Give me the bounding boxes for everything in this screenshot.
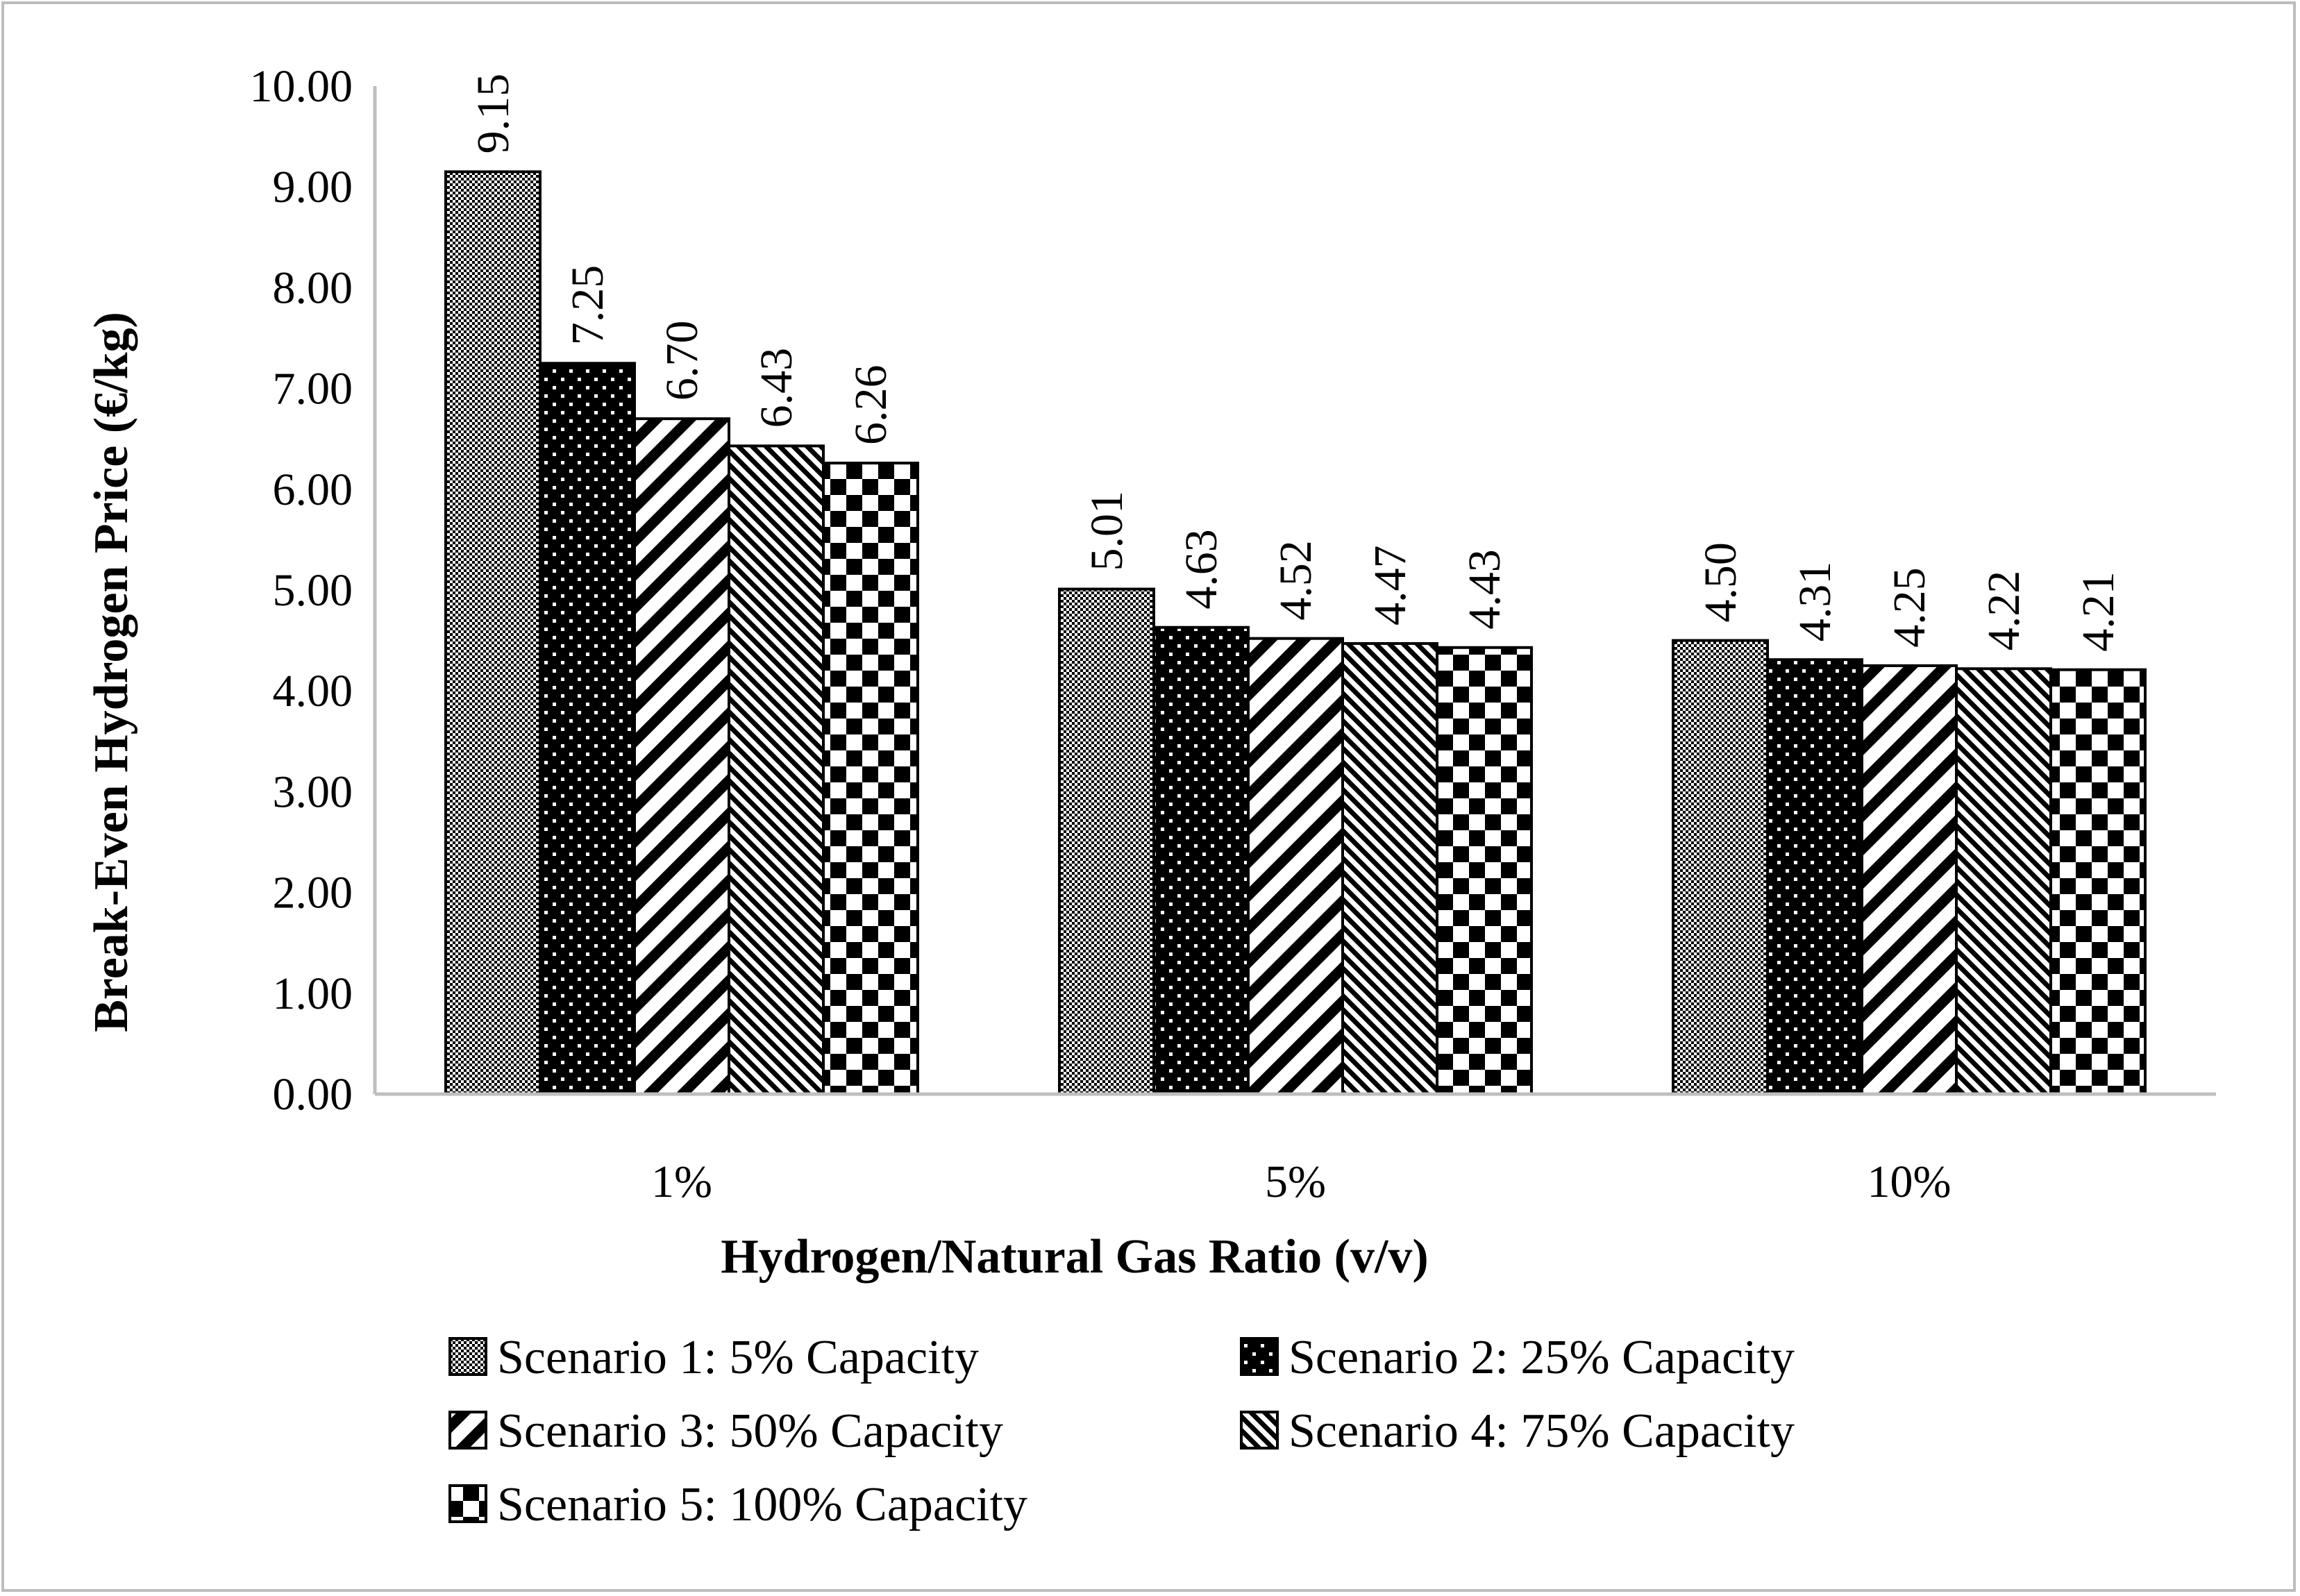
bar — [1247, 637, 1344, 1095]
y-tick-label: 9.00 — [273, 162, 353, 212]
bar — [1672, 639, 1769, 1095]
data-label: 4.50 — [1695, 542, 1746, 623]
data-label: 4.47 — [1365, 545, 1416, 625]
bar — [1766, 658, 1863, 1095]
legend-swatch — [1240, 1411, 1279, 1450]
y-tick-label: 1.00 — [273, 968, 353, 1019]
data-label: 4.52 — [1270, 540, 1321, 621]
data-label: 4.63 — [1176, 529, 1227, 610]
bar — [633, 417, 730, 1095]
y-axis-title: Break-Even Hydrogen Price (€/kg) — [85, 312, 138, 1032]
x-axis-title: Hydrogen/Natural Gas Ratio (v/v) — [721, 1230, 1429, 1284]
legend-swatch — [1240, 1337, 1279, 1376]
legend-swatch — [448, 1337, 487, 1376]
data-label: 9.15 — [468, 74, 519, 154]
y-tick-label: 6.00 — [273, 464, 353, 515]
x-axis: 1% 5% 10% — [375, 1092, 2216, 1207]
y-tick-label: 4.00 — [273, 666, 353, 716]
bar — [2049, 668, 2147, 1095]
legend-label: Scenario 2: 25% Capacity — [1288, 1331, 1795, 1384]
y-tick-label: 2.00 — [273, 868, 353, 918]
data-labels: 9.15 7.25 6.70 6.43 6.26 5.01 4.63 4.52 4.47 4.43… — [468, 74, 2124, 652]
x-tick-label: 10% — [1867, 1157, 1951, 1207]
data-label: 6.43 — [751, 348, 802, 428]
bar — [444, 170, 542, 1095]
bar — [1955, 667, 2052, 1095]
bar — [1058, 587, 1155, 1095]
y-axis: 0.00 1.00 2.00 3.00 4.00 5.00 6.00 7.00 8.00 9.00… — [250, 61, 377, 1120]
data-label: 4.21 — [2073, 571, 2124, 652]
y-tick-label: 0.00 — [273, 1069, 353, 1120]
data-label: 7.25 — [562, 265, 613, 346]
data-label: 4.43 — [1459, 549, 1510, 630]
x-tick-label: 5% — [1265, 1157, 1326, 1207]
bar — [1861, 664, 1958, 1095]
bars — [444, 170, 2147, 1095]
x-tick-label: 1% — [651, 1157, 712, 1207]
bar — [1152, 625, 1250, 1095]
bar — [822, 462, 919, 1095]
y-tick-label: 5.00 — [273, 565, 353, 616]
data-label: 4.31 — [1790, 562, 1840, 642]
data-label: 6.70 — [657, 321, 707, 401]
data-label: 4.25 — [1884, 567, 1935, 648]
y-tick-label: 8.00 — [273, 262, 353, 313]
legend-label: Scenario 4: 75% Capacity — [1288, 1404, 1795, 1458]
y-tick-label: 10.00 — [250, 61, 353, 112]
y-tick-label: 7.00 — [273, 364, 353, 414]
data-label: 6.26 — [846, 365, 896, 446]
legend-swatch — [448, 1484, 487, 1523]
bar — [539, 362, 636, 1095]
legend-swatch — [448, 1411, 487, 1450]
bar — [1436, 646, 1533, 1095]
bar — [728, 444, 825, 1095]
legend-label: Scenario 5: 100% Capacity — [497, 1478, 1027, 1531]
legend-label: Scenario 3: 50% Capacity — [497, 1404, 1003, 1458]
bar — [1341, 641, 1438, 1095]
legend: Scenario 1: 5% Capacity Scenario 2: 25% C… — [448, 1331, 1795, 1531]
legend-label: Scenario 1: 5% Capacity — [497, 1331, 979, 1384]
data-label: 5.01 — [1082, 491, 1132, 571]
data-label: 4.22 — [1979, 571, 2029, 651]
y-tick-label: 3.00 — [273, 766, 353, 817]
